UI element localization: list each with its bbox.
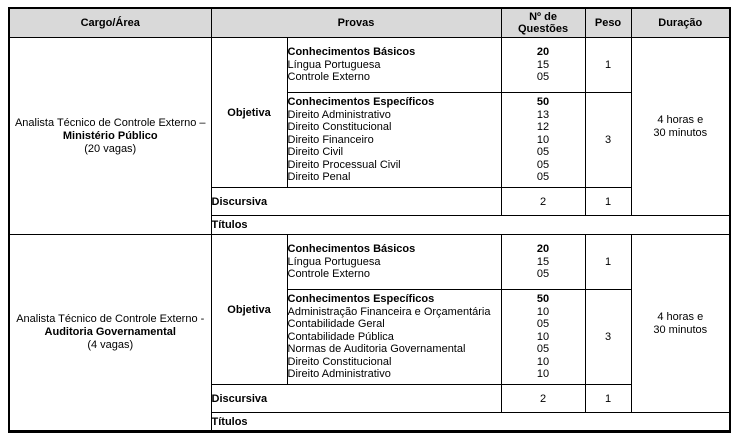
cargo-cell: Analista Técnico de Controle Externo – M… [8, 37, 212, 235]
cargo-specialty: Auditoria Governamental [44, 326, 176, 338]
column-header-cargo-area: Cargo/Área [8, 7, 212, 38]
especificos-peso: 3 [584, 92, 632, 188]
basicos-counts-cell: 20 15 05 [500, 37, 586, 93]
table-row: Discursiva 2 1 [9, 187, 730, 216]
subject-count: 05 [536, 158, 550, 171]
subject-name: Direito Financeiro [287, 133, 374, 146]
prova-type-discursiva: Discursiva [210, 384, 502, 413]
subject-count: 10 [536, 330, 550, 343]
block-ministerio-publico: Analista Técnico de Controle Externo – M… [8, 37, 731, 235]
discursiva-peso: 1 [584, 187, 632, 216]
table-row: Títulos [9, 412, 731, 432]
subject-name: Direito Constitucional [287, 355, 392, 368]
subject-name: Língua Portuguesa [287, 255, 381, 268]
duracao-line2: 30 minutos [653, 323, 708, 336]
especificos-peso: 3 [584, 289, 632, 385]
cargo-specialty: Ministério Público [62, 129, 158, 142]
subject-count: 10 [536, 133, 550, 146]
subject-name: Direito Constitucional [287, 121, 392, 134]
column-header-num-questoes: Nº de Questões [500, 7, 586, 38]
especificos-subjects-cell: Conhecimentos Específicos Direito Admini… [286, 92, 502, 188]
subject-name: Direito Penal [287, 171, 351, 184]
subject-count: 05 [536, 171, 550, 184]
subject-name: Direito Administrativo [287, 108, 391, 121]
especificos-subjects-cell: Conhecimentos Específicos Administração … [286, 289, 502, 385]
basicos-peso: 1 [584, 234, 632, 290]
subject-count: 10 [536, 355, 550, 368]
subject-count: 15 [536, 255, 550, 268]
cargo-title: Analista Técnico de Controle Externo – [14, 116, 206, 129]
table-row: Analista Técnico de Controle Externo - A… [8, 234, 731, 432]
especificos-counts-cell: 50 13 12 10 05 05 05 [500, 92, 586, 188]
especificos-counts-cell: 50 10 05 10 05 10 10 [500, 289, 586, 385]
prova-type-objetiva: Objetiva [210, 37, 288, 188]
duracao-cell: 4 horas e 30 minutos [630, 37, 731, 216]
table-row: Discursiva 2 1 [9, 384, 730, 413]
table-row: Conhecimentos Específicos Administração … [9, 289, 730, 385]
table-row: Analista Técnico de Controle Externo – M… [8, 37, 731, 235]
exam-structure-table-wrap: Cargo/Área Provas Nº de Questões Peso Du… [8, 7, 732, 433]
subject-count: 15 [536, 58, 550, 71]
duracao-line2: 30 minutos [653, 126, 708, 139]
subject-count: 10 [536, 368, 550, 381]
discursiva-questoes: 2 [500, 187, 586, 216]
subject-name: Administração Financeira e Orçamentária [287, 305, 491, 318]
subject-count: 05 [536, 146, 550, 159]
basicos-subjects-cell: Conhecimentos Básicos Língua Portuguesa … [286, 37, 502, 93]
subject-name: Língua Portuguesa [287, 58, 381, 71]
basicos-peso: 1 [584, 37, 632, 93]
subject-name: Normas de Auditoria Governamental [287, 343, 466, 356]
cargo-vagas: (4 vagas) [87, 339, 134, 351]
block-auditoria-governamental: Analista Técnico de Controle Externo - A… [8, 234, 731, 432]
prova-type-titulos: Títulos [210, 412, 731, 432]
cargo-cell: Analista Técnico de Controle Externo - A… [8, 234, 212, 432]
subject-name: Contabilidade Pública [287, 330, 394, 343]
discursiva-peso: 1 [584, 384, 632, 413]
subject-count: 05 [536, 318, 550, 331]
subject-name: Direito Processual Civil [287, 158, 401, 171]
basicos-title: Conhecimentos Básicos [287, 46, 416, 59]
prova-type-titulos: Títulos [210, 215, 731, 235]
subject-name: Contabilidade Geral [287, 318, 385, 331]
column-header-duracao: Duração [630, 7, 731, 38]
subject-count: 05 [536, 268, 550, 281]
subject-count: 05 [536, 343, 550, 356]
table-header: Cargo/Área Provas Nº de Questões Peso Du… [8, 7, 731, 38]
subject-name: Controle Externo [287, 268, 371, 281]
subject-count: 05 [536, 71, 550, 84]
subject-count: 10 [536, 305, 550, 318]
basicos-counts-cell: 20 15 05 [500, 234, 586, 290]
column-header-peso: Peso [584, 7, 632, 38]
especificos-title: Conhecimentos Específicos [287, 95, 435, 108]
basicos-total-count: 20 [536, 46, 550, 59]
basicos-total-count: 20 [536, 243, 550, 256]
especificos-total-count: 50 [536, 95, 550, 108]
exam-structure-table: Cargo/Área Provas Nº de Questões Peso Du… [8, 7, 732, 433]
discursiva-questoes: 2 [500, 384, 586, 413]
duracao-cell: 4 horas e 30 minutos [630, 234, 731, 413]
duracao-line1: 4 horas e [657, 310, 704, 323]
subject-count: 13 [536, 108, 550, 121]
basicos-subjects-cell: Conhecimentos Básicos Língua Portuguesa … [286, 234, 502, 290]
prova-type-discursiva: Discursiva [210, 187, 502, 216]
column-header-provas: Provas [210, 7, 502, 38]
subject-name: Controle Externo [287, 71, 371, 84]
especificos-title: Conhecimentos Específicos [287, 292, 435, 305]
subject-count: 12 [536, 121, 550, 134]
subject-name: Direito Civil [287, 146, 344, 159]
duracao-line1: 4 horas e [657, 113, 704, 126]
subject-name: Direito Administrativo [287, 368, 391, 381]
cargo-vagas: (20 vagas) [84, 142, 137, 155]
especificos-total-count: 50 [536, 292, 550, 305]
prova-type-objetiva: Objetiva [210, 234, 288, 385]
table-row: Conhecimentos Específicos Direito Admini… [9, 92, 730, 188]
cargo-title: Analista Técnico de Controle Externo - [16, 313, 205, 325]
basicos-title: Conhecimentos Básicos [287, 243, 416, 256]
